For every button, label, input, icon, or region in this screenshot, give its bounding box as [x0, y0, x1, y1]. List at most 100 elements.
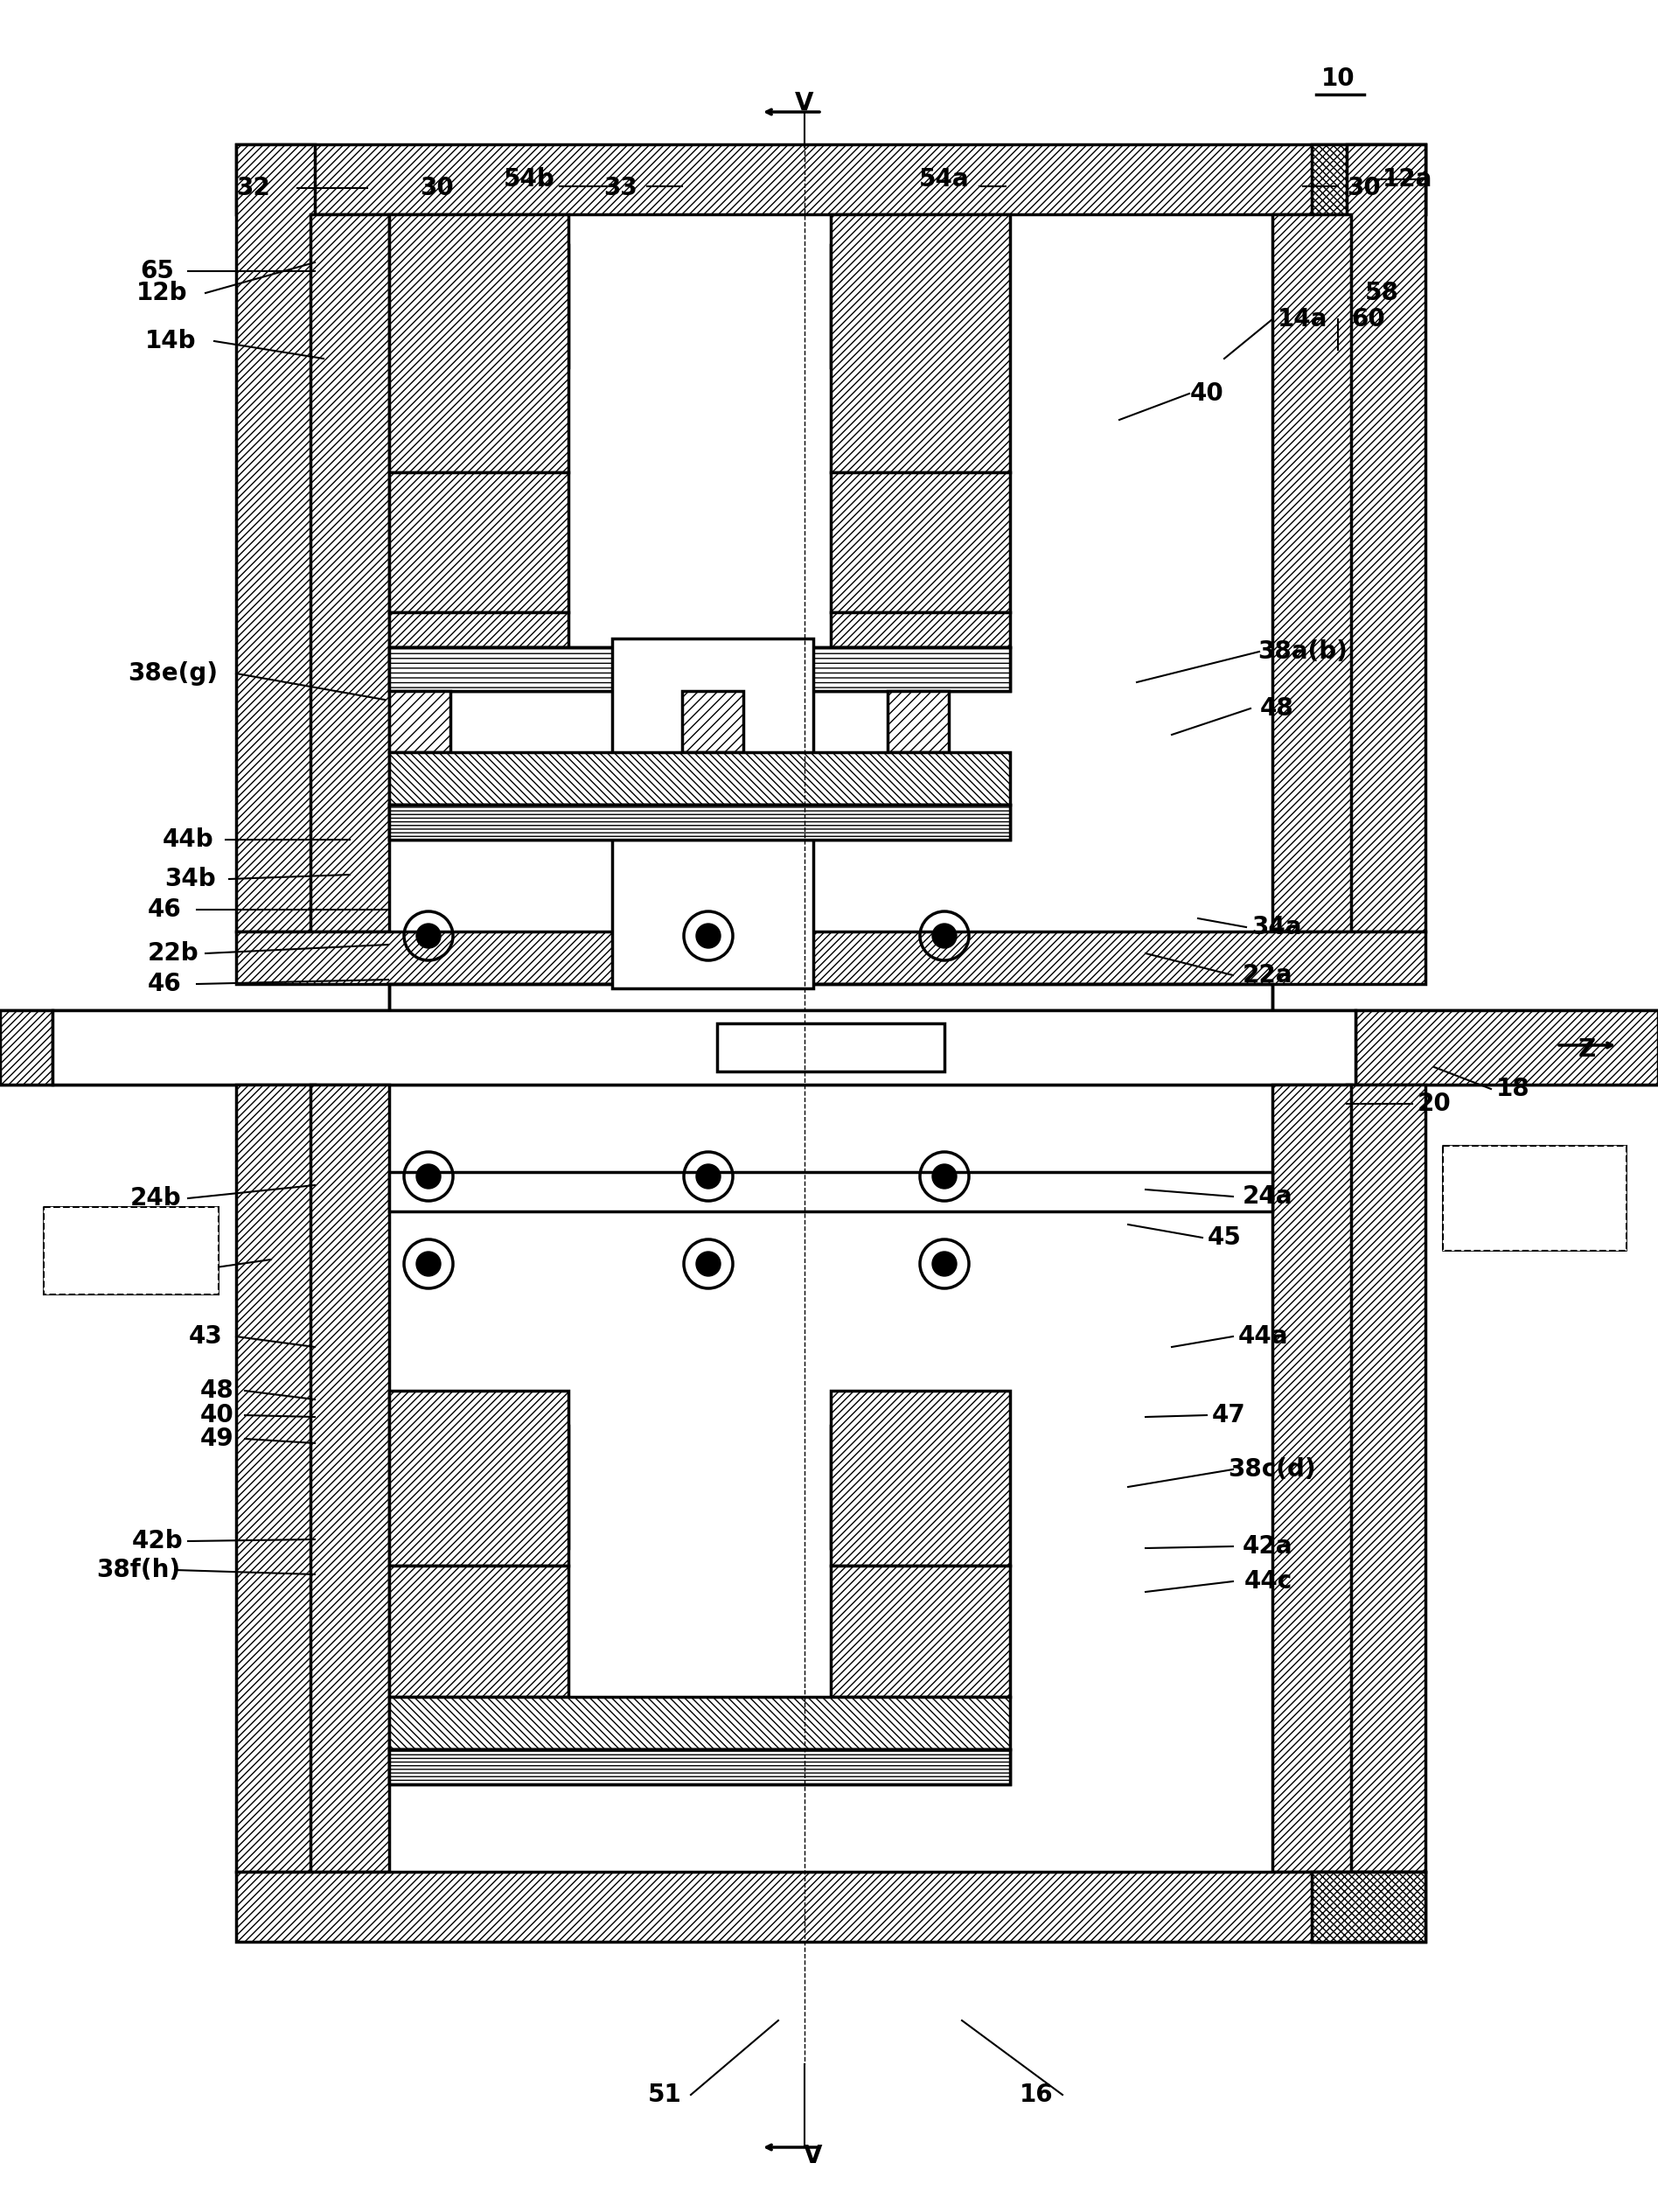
Text: 33: 33 [604, 175, 638, 201]
Bar [235, 1871, 1426, 1942]
Bar [390, 648, 1010, 690]
Circle shape [932, 925, 957, 949]
Circle shape [416, 1164, 441, 1188]
Bar [235, 931, 1426, 984]
Bar [1272, 215, 1351, 931]
Bar [390, 215, 569, 473]
Bar [235, 1084, 315, 1871]
Bar [390, 1172, 1272, 1212]
Bar [831, 1391, 1010, 1566]
Circle shape [416, 925, 441, 949]
Text: 10: 10 [1321, 66, 1355, 91]
Bar [716, 1024, 945, 1071]
Bar [1346, 144, 1426, 931]
Bar [0, 1011, 1658, 1084]
Text: 60: 60 [1351, 307, 1386, 332]
Bar [887, 690, 948, 752]
Bar [1311, 1871, 1426, 1942]
Text: 28: 28 [162, 1256, 196, 1281]
Text: 38f(h): 38f(h) [96, 1557, 181, 1582]
Text: 65: 65 [141, 259, 174, 283]
Text: 18: 18 [1496, 1077, 1530, 1102]
Text: 54b: 54b [504, 168, 555, 192]
Bar [390, 1566, 569, 1697]
Text: 44a: 44a [1239, 1325, 1288, 1349]
Text: 48: 48 [1260, 697, 1293, 721]
Bar [831, 1427, 1006, 1548]
Text: 34a: 34a [1252, 916, 1302, 940]
Text: 58: 58 [1365, 281, 1399, 305]
Text: 43: 43 [189, 1325, 222, 1349]
Circle shape [932, 1252, 957, 1276]
Bar [1346, 1084, 1426, 1871]
Text: 38a(b): 38a(b) [1258, 639, 1348, 664]
Bar [831, 215, 1010, 473]
Bar [390, 1750, 1010, 1785]
Text: 14a: 14a [1278, 307, 1328, 332]
Text: 46: 46 [148, 971, 181, 995]
Text: 30: 30 [1348, 175, 1381, 201]
Bar [390, 1750, 1010, 1785]
Bar [1311, 144, 1426, 215]
Bar [390, 984, 1272, 1024]
Text: 48: 48 [201, 1378, 234, 1402]
Text: 16: 16 [1020, 2081, 1053, 2108]
Bar [235, 144, 315, 931]
Text: 22a: 22a [1244, 962, 1293, 987]
Bar [43, 1208, 219, 1294]
Bar [612, 639, 814, 989]
Bar [390, 648, 1010, 690]
Text: 12a: 12a [1383, 168, 1433, 192]
Bar [1442, 1146, 1626, 1250]
Text: 45: 45 [1207, 1225, 1242, 1250]
Text: 20: 20 [1418, 1091, 1451, 1117]
Text: 54a: 54a [919, 168, 970, 192]
Bar [53, 1011, 1356, 1084]
Text: 51: 51 [648, 2081, 681, 2108]
Bar [1356, 1011, 1658, 1084]
Bar [831, 613, 1010, 648]
Bar [681, 690, 743, 752]
Text: 38e(g): 38e(g) [128, 661, 219, 686]
Circle shape [696, 1252, 721, 1276]
Bar [390, 805, 1010, 841]
Bar [831, 246, 1006, 367]
Bar [831, 473, 1010, 613]
Bar [390, 690, 451, 752]
Text: DRIVEN
APPARATUS: DRIVEN APPARATUS [73, 1237, 186, 1274]
Text: 22b: 22b [148, 940, 199, 967]
Bar [390, 1697, 1010, 1750]
Bar [390, 1391, 569, 1566]
Bar [390, 752, 1010, 805]
Circle shape [932, 1164, 957, 1188]
Text: 42a: 42a [1244, 1535, 1293, 1559]
Circle shape [416, 1252, 441, 1276]
Text: 46: 46 [148, 898, 181, 922]
Text: V: V [796, 91, 814, 115]
Bar [1442, 1146, 1626, 1250]
Text: 14b: 14b [144, 330, 196, 354]
Text: ROTARY
DRIVING
SOURCE: ROTARY DRIVING SOURCE [1494, 1175, 1575, 1230]
Text: 44c: 44c [1244, 1568, 1292, 1593]
Bar [310, 1084, 390, 1871]
Text: 40: 40 [201, 1402, 234, 1427]
Text: 42b: 42b [131, 1528, 182, 1553]
Text: 38c(d): 38c(d) [1229, 1458, 1316, 1482]
Text: 40: 40 [1190, 380, 1224, 405]
Bar [235, 144, 1426, 215]
Bar [390, 984, 1272, 1024]
Bar [390, 805, 1010, 841]
Text: 12b: 12b [136, 281, 187, 305]
Text: V: V [804, 2143, 822, 2168]
Bar [390, 613, 569, 648]
Text: Z: Z [1578, 1037, 1597, 1062]
Text: 24b: 24b [129, 1186, 181, 1210]
Text: 34b: 34b [166, 867, 216, 891]
Bar [1272, 1084, 1351, 1871]
Circle shape [696, 925, 721, 949]
Bar [390, 473, 569, 613]
Bar [831, 1566, 1010, 1697]
Circle shape [696, 1164, 721, 1188]
Bar [393, 246, 569, 367]
Text: 47: 47 [1212, 1402, 1245, 1427]
